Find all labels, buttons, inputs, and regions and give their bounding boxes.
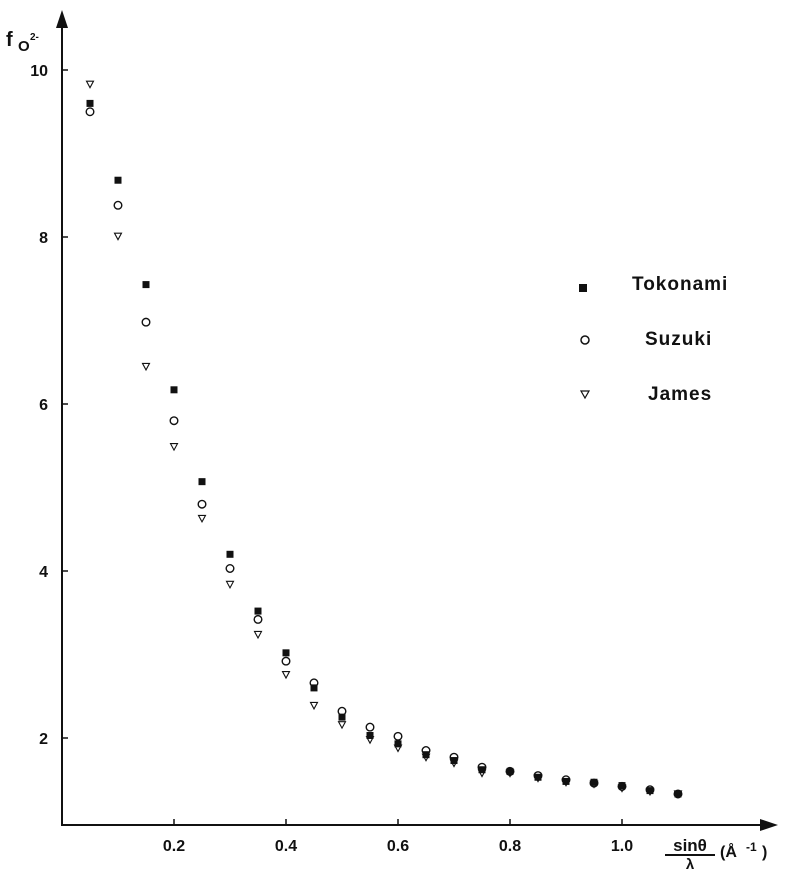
- point-tokonami: [506, 767, 514, 775]
- point-suzuki: [337, 706, 347, 716]
- legend-item-tokonami: Tokonami: [579, 274, 728, 295]
- legend-marker-tokonami: [579, 284, 587, 292]
- point-tokonami: [394, 740, 402, 748]
- point-suzuki: [281, 656, 291, 666]
- point-suzuki: [113, 200, 123, 210]
- point-james: [309, 701, 319, 711]
- point-james: [141, 362, 151, 372]
- point-suzuki: [477, 762, 487, 772]
- legend: Tokonami Suzuki James: [579, 274, 728, 405]
- point-james: [533, 774, 543, 783]
- point-james: [169, 443, 179, 452]
- point-tokonami: [226, 550, 234, 558]
- point-tokonami: [198, 478, 206, 486]
- legend-label-suzuki: Suzuki: [645, 329, 712, 350]
- point-tokonami: [366, 731, 374, 739]
- point-tokonami: [590, 778, 598, 786]
- y-tick-label: 4: [39, 564, 48, 581]
- point-tokonami: [170, 386, 178, 394]
- point-james: [673, 790, 683, 799]
- point-suzuki: [505, 766, 515, 776]
- point-tokonami: [254, 607, 262, 615]
- point-james: [113, 232, 123, 241]
- x-axis-label-unit: (Å: [720, 842, 737, 861]
- point-suzuki: [85, 107, 95, 117]
- x-axis-label-unit-close: ): [762, 844, 767, 861]
- point-suzuki: [617, 781, 627, 791]
- x-axis-arrow: [760, 819, 778, 831]
- x-tick-label: 0.6: [387, 838, 409, 855]
- point-james: [477, 769, 487, 778]
- point-james: [337, 721, 347, 730]
- y-axis-arrow: [56, 10, 68, 28]
- legend-marker-james: [579, 390, 591, 400]
- x-tick-label: 1.0: [611, 838, 633, 855]
- y-tick-label: 2: [39, 731, 48, 748]
- y-axis-label: f O 2-: [6, 29, 39, 55]
- point-james: [505, 769, 515, 778]
- y-axis-label-main: f: [6, 29, 13, 51]
- x-axis-label-denominator: λ: [686, 856, 695, 871]
- y-tick-label: 6: [39, 397, 48, 414]
- point-tokonami: [338, 713, 346, 721]
- point-james: [281, 670, 291, 680]
- series-tokonami: [86, 99, 682, 798]
- point-suzuki: [169, 416, 179, 426]
- y-axis-label-sub: O: [18, 38, 30, 55]
- y-axis-label-sup: 2-: [30, 32, 39, 43]
- point-james: [85, 80, 95, 89]
- point-suzuki: [365, 722, 375, 732]
- series-james: [85, 80, 683, 799]
- axes: [56, 10, 778, 831]
- y-tick-label: 8: [39, 230, 48, 247]
- legend-label-tokonami: Tokonami: [632, 274, 728, 295]
- point-james: [421, 753, 431, 762]
- x-axis-label: sinθ λ (Å -1 ): [665, 836, 767, 871]
- legend-item-suzuki: Suzuki: [580, 329, 712, 350]
- legend-label-james: James: [648, 384, 712, 405]
- point-suzuki: [253, 614, 263, 624]
- point-tokonami: [310, 684, 318, 692]
- point-james: [393, 744, 403, 753]
- point-suzuki: [141, 317, 151, 327]
- point-james: [365, 736, 375, 745]
- point-tokonami: [114, 176, 122, 184]
- point-tokonami: [86, 99, 94, 107]
- point-tokonami: [534, 773, 542, 781]
- point-suzuki: [309, 678, 319, 688]
- point-suzuki: [225, 563, 235, 573]
- point-tokonami: [562, 777, 570, 785]
- x-axis-label-numerator: sinθ: [673, 836, 707, 855]
- point-tokonami: [674, 790, 682, 798]
- point-james: [449, 759, 459, 768]
- point-tokonami: [282, 649, 290, 657]
- point-tokonami: [142, 281, 150, 289]
- point-james: [617, 784, 627, 793]
- x-tick-label: 0.8: [499, 838, 521, 855]
- point-james: [225, 580, 235, 590]
- point-james: [645, 787, 655, 797]
- point-suzuki: [393, 731, 403, 741]
- point-james: [589, 780, 599, 789]
- point-suzuki: [645, 785, 655, 795]
- x-tick-label: 0.4: [275, 838, 297, 855]
- y-tick-label: 10: [30, 63, 48, 80]
- ticks: 0.2 0.4 0.6 0.8 1.0 2 4 6 8 10: [30, 63, 633, 855]
- point-james: [253, 630, 263, 640]
- series-suzuki: [85, 107, 683, 799]
- point-james: [561, 778, 571, 787]
- legend-item-james: James: [579, 384, 712, 405]
- point-tokonami: [646, 787, 654, 795]
- point-suzuki: [197, 499, 207, 509]
- point-suzuki: [449, 752, 459, 762]
- x-tick-label: 0.2: [163, 838, 185, 855]
- legend-marker-suzuki: [580, 335, 590, 345]
- data-points: [85, 80, 683, 799]
- point-james: [197, 514, 207, 524]
- x-axis-label-unit-exp: -1: [746, 840, 757, 854]
